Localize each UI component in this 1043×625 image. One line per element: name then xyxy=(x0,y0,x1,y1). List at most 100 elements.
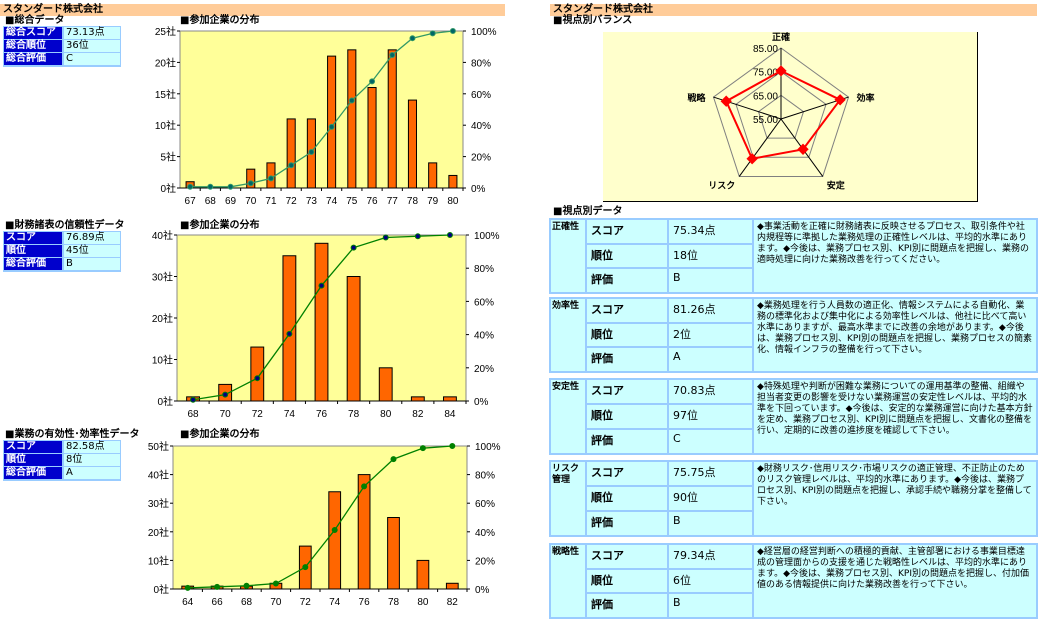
x-tick-label: 70 xyxy=(245,196,257,207)
cumulative-point xyxy=(227,183,234,190)
x-tick-label: 80 xyxy=(447,196,459,207)
bar xyxy=(410,396,425,402)
balance-title: ■視点別バランス xyxy=(553,15,633,26)
cumulative-point xyxy=(449,28,456,34)
bar xyxy=(445,582,459,590)
radar-ring xyxy=(712,47,850,177)
radar-tick-label: 55.00 xyxy=(753,115,778,126)
x-tick-label: 75 xyxy=(346,196,358,207)
y2-tick-label: 60% xyxy=(471,90,491,101)
label: スコア xyxy=(4,441,62,453)
bar xyxy=(286,118,296,189)
y2-tick-label: 0% xyxy=(471,184,486,195)
plot-area xyxy=(179,30,464,189)
perspective-group: 戦略性 スコア 79.34点 順位 6位 評価 B ◆経営層の経営判断への積極的貢献、… xyxy=(549,543,1038,619)
y2-tick-label: 40% xyxy=(474,331,494,342)
y2-tick-label: 60% xyxy=(475,499,495,510)
y-tick-label: 50社 xyxy=(148,440,169,453)
cumulative-point xyxy=(267,175,274,182)
x-tick-label: 73 xyxy=(306,196,318,207)
cumulative-point xyxy=(449,443,456,449)
perspective-label: 正確性 xyxy=(551,220,585,292)
rank-value: 97位 xyxy=(669,405,752,428)
radar-ring xyxy=(735,71,827,158)
x-tick-label: 76 xyxy=(366,196,378,207)
x-tick-label: 66 xyxy=(212,597,224,608)
x-tick-label: 74 xyxy=(326,196,338,207)
cumulative-point xyxy=(187,183,194,190)
cumulative-point xyxy=(382,234,389,241)
rank-value: 6位 xyxy=(669,569,752,593)
bar xyxy=(327,55,337,189)
x-tick-label: 80 xyxy=(417,597,429,608)
perspective-group: 安定性 スコア 70.83点 順位 97位 評価 C ◆特殊処理や判断が困難な業務につ… xyxy=(549,378,1038,455)
cumulative-point xyxy=(190,396,197,403)
radar-point xyxy=(746,153,758,165)
label: スコア xyxy=(4,232,62,244)
score-key: スコア xyxy=(587,220,667,243)
y2-tick-label: 20% xyxy=(471,153,491,164)
operations-data-title: ■業務の有効性･効率性データ xyxy=(5,429,140,440)
rank-key: 順位 xyxy=(587,244,667,268)
y2-tick-label: 20% xyxy=(474,364,494,375)
bar xyxy=(328,491,342,590)
radar-tick-label: 75.00 xyxy=(753,68,778,79)
x-tick-label: 68 xyxy=(187,409,199,420)
y2-tick-label: 40% xyxy=(471,121,491,132)
x-tick-label: 71 xyxy=(265,196,277,207)
x-tick-label: 78 xyxy=(348,409,360,420)
bar xyxy=(346,276,361,402)
score-key: スコア xyxy=(587,380,667,403)
radar-axis-label: 効率 xyxy=(857,92,875,103)
x-tick-label: 76 xyxy=(316,409,328,420)
y-tick-label: 10社 xyxy=(155,119,176,132)
bar xyxy=(314,242,329,402)
x-tick-label: 69 xyxy=(225,196,237,207)
y-tick-label: 10社 xyxy=(152,354,173,367)
cumulative-point xyxy=(389,51,396,58)
score-key: スコア xyxy=(587,545,667,568)
operations-rank: 8位 xyxy=(64,454,120,466)
overall-grade: C xyxy=(64,53,120,65)
bar xyxy=(378,367,393,402)
y-tick-label: 10社 xyxy=(148,554,169,567)
company-header-right: スタンダード株式会社 xyxy=(550,4,1037,16)
y-tick-label: 0社 xyxy=(153,583,169,596)
bar xyxy=(250,346,265,402)
distribution-chart-operations: 0社 10社 20社 30社 40社 50社 0% 20% 40% 60% 80% 100% 64 66 6… xyxy=(148,440,501,608)
chart3-title: ■参加企業の分布 xyxy=(180,429,260,440)
x-tick-label: 70 xyxy=(270,597,282,608)
operations-info-box: スコア 82.58点 順位 8位 総合評価 A xyxy=(3,440,121,481)
cumulative-point xyxy=(247,180,254,187)
cumulative-point xyxy=(254,375,261,382)
y-tick-label: 20社 xyxy=(148,526,169,539)
radar-point xyxy=(720,95,732,107)
y-tick-label: 40社 xyxy=(152,229,173,242)
bar xyxy=(347,49,357,189)
x-tick-label: 74 xyxy=(284,409,296,420)
cumulative-point xyxy=(272,580,279,587)
perspective-label: 戦略性 xyxy=(551,545,585,617)
y2-tick-label: 80% xyxy=(474,264,494,275)
cumulative-line xyxy=(187,445,453,589)
finance-rank: 45位 xyxy=(64,245,120,257)
x-tick-label: 70 xyxy=(220,409,232,420)
x-tick-label: 77 xyxy=(387,196,399,207)
cumulative-point xyxy=(348,97,355,104)
y-tick-label: 30社 xyxy=(148,497,169,510)
cumulative-line xyxy=(190,30,453,188)
y2-tick-label: 0% xyxy=(475,585,490,596)
finance-info-box: スコア 76.89点 順位 45位 総合評価 B xyxy=(3,231,121,272)
grade-value: C xyxy=(669,430,752,453)
score-key: スコア xyxy=(587,462,667,485)
grade-key: 評価 xyxy=(587,594,667,618)
perspective-comment: ◆財務リスク･信用リスク･市場リスクの適正管理、不正防止のためのリスク管理レベル… xyxy=(754,462,1036,535)
y-tick-label: 0社 xyxy=(157,395,173,408)
radar-ring xyxy=(757,94,805,139)
y-tick-label: 5社 xyxy=(160,151,176,164)
score-value: 81.26点 xyxy=(669,299,752,322)
bar xyxy=(407,99,418,189)
cumulative-point xyxy=(419,445,426,452)
y2-tick-label: 80% xyxy=(471,58,491,69)
